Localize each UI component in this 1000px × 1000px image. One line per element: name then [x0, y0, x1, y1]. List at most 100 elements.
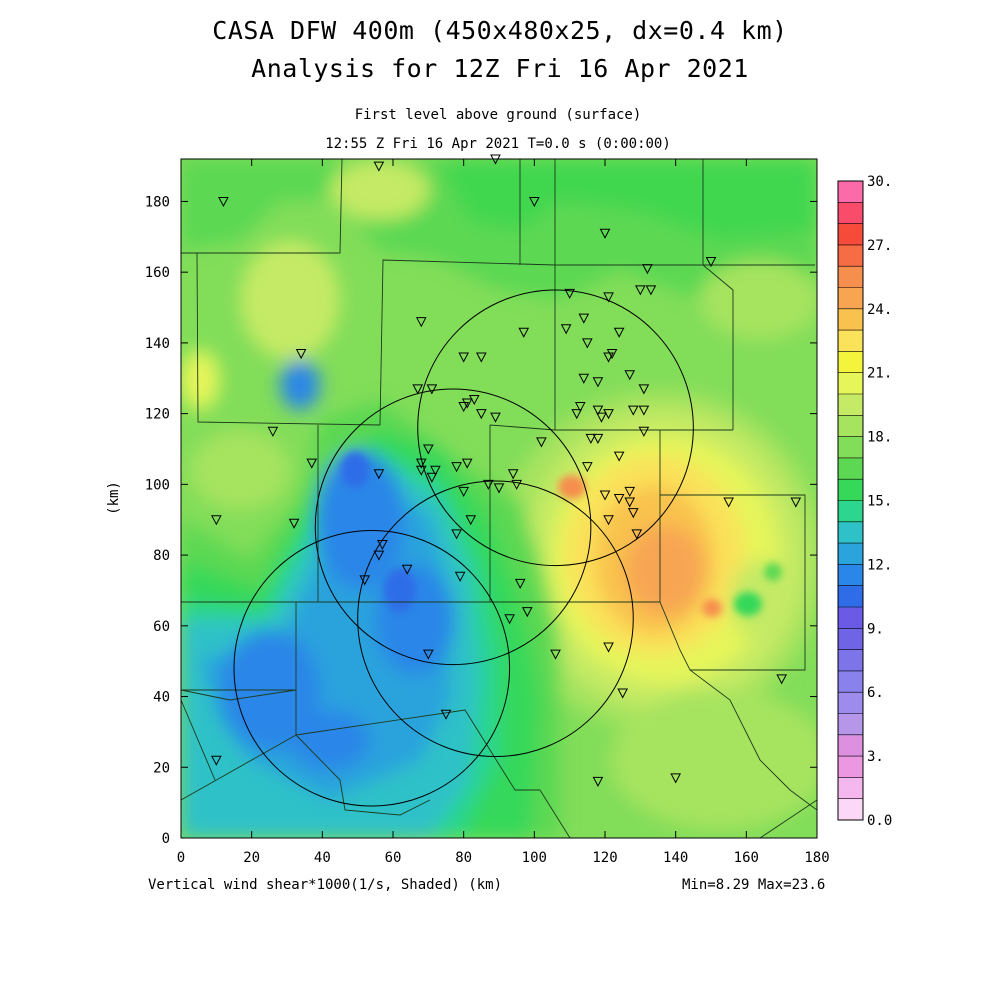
colorbar-label: 24.	[867, 302, 892, 318]
station-marker	[536, 437, 547, 448]
colorbar-bin	[838, 223, 863, 246]
colorbar-bin	[838, 777, 863, 800]
station-marker	[483, 479, 494, 490]
colorbar-label: 6.	[867, 685, 884, 701]
station-marker	[635, 285, 646, 296]
station-marker	[218, 196, 229, 208]
station-marker	[377, 539, 388, 551]
station-marker	[211, 755, 222, 766]
x-tick-label: 80	[455, 850, 472, 866]
station-marker	[723, 497, 734, 508]
station-marker	[511, 479, 522, 490]
station-marker	[211, 515, 222, 526]
station-marker	[415, 465, 427, 476]
station-marker	[603, 515, 614, 526]
y-tick-label: 160	[145, 265, 170, 281]
station-marker	[624, 486, 636, 497]
station-marker	[521, 607, 533, 618]
colorbar-label: 15.	[867, 494, 892, 510]
station-marker	[613, 451, 625, 462]
station-marker	[638, 405, 650, 416]
station-marker	[603, 352, 614, 363]
colorbar-bin	[838, 543, 863, 565]
colorbar-bin	[838, 244, 863, 267]
station-marker	[592, 433, 604, 444]
y-tick-label: 40	[153, 690, 170, 706]
x-tick-label: 0	[177, 850, 185, 866]
station-marker	[603, 409, 614, 420]
y-tick-label: 180	[145, 194, 170, 210]
station-marker	[295, 349, 307, 360]
colorbar-bin	[838, 734, 863, 757]
station-marker	[613, 327, 625, 338]
station-marker	[624, 497, 636, 508]
station-marker	[476, 409, 487, 420]
station-marker	[624, 370, 636, 381]
x-tick-label: 140	[663, 850, 688, 866]
station-marker	[627, 405, 639, 416]
station-marker	[458, 402, 469, 413]
station-marker	[578, 373, 590, 384]
colorbar-label: 3.	[867, 749, 884, 765]
colorbar-bin	[838, 756, 863, 778]
x-axis: 0 20 40 60 80 100 120 140 160 180	[177, 159, 830, 866]
station-marker	[564, 288, 575, 299]
x-tick-label: 180	[804, 850, 829, 866]
colorbar-bin	[838, 649, 863, 672]
station-marker	[412, 384, 424, 395]
time-label: 12:55 Z Fri 16 Apr 2021 T=0.0 s (0:00:00…	[325, 136, 671, 152]
station-marker	[592, 405, 604, 416]
chart-title: CASA DFW 400m (450x480x25, dx=0.4 km)	[212, 16, 788, 45]
station-marker	[306, 458, 318, 469]
station-marker	[476, 352, 487, 363]
station-marker	[670, 773, 681, 784]
station-marker	[599, 228, 611, 239]
x-tick-label: 120	[592, 850, 617, 866]
chart-subtitle-analysis: Analysis for 12Z Fri 16 Apr 2021	[251, 54, 749, 83]
x-tick-label: 20	[243, 850, 260, 866]
station-marker	[578, 313, 590, 324]
min-max-label: Min=8.29 Max=23.6	[682, 877, 826, 893]
station-marker	[638, 426, 650, 437]
station-marker	[423, 444, 434, 455]
station-marker	[359, 575, 371, 586]
station-marker	[529, 196, 540, 208]
radar-ring-4	[357, 480, 634, 758]
plot-frame	[180, 158, 818, 839]
station-marker	[458, 352, 469, 363]
station-marker	[585, 433, 597, 444]
radar-ring-3	[417, 289, 694, 567]
colorbar-bin	[838, 457, 863, 480]
colorbar-bin	[838, 521, 863, 544]
station-marker	[507, 469, 519, 480]
station-marker	[790, 497, 802, 508]
x-tick-label: 60	[385, 850, 402, 866]
station-marker	[518, 327, 530, 338]
colorbar-bin	[838, 202, 863, 225]
station-marker	[415, 317, 427, 328]
colorbar-bin	[838, 266, 863, 288]
station-marker	[288, 518, 300, 529]
colorbar-bin	[838, 564, 863, 587]
station-marker	[582, 338, 593, 349]
station-marker	[426, 384, 438, 395]
colorbar-bin	[838, 500, 863, 523]
colorbar-bin	[838, 607, 863, 629]
station-marker	[638, 384, 650, 395]
y-tick-label: 100	[145, 477, 170, 493]
colorbar-bin	[838, 330, 863, 352]
x-tick-label: 100	[522, 850, 547, 866]
station-marker	[776, 674, 787, 685]
station-marker	[461, 398, 473, 409]
station-marker	[440, 709, 452, 720]
station-marker	[454, 571, 466, 582]
colorbar-bin	[838, 713, 863, 736]
station-marker	[592, 776, 604, 787]
station-marker	[468, 394, 480, 406]
station-marker	[426, 472, 438, 483]
station-marker	[613, 494, 625, 505]
station-marker	[451, 462, 462, 473]
station-marker	[592, 377, 604, 388]
county-boundaries	[181, 159, 817, 838]
